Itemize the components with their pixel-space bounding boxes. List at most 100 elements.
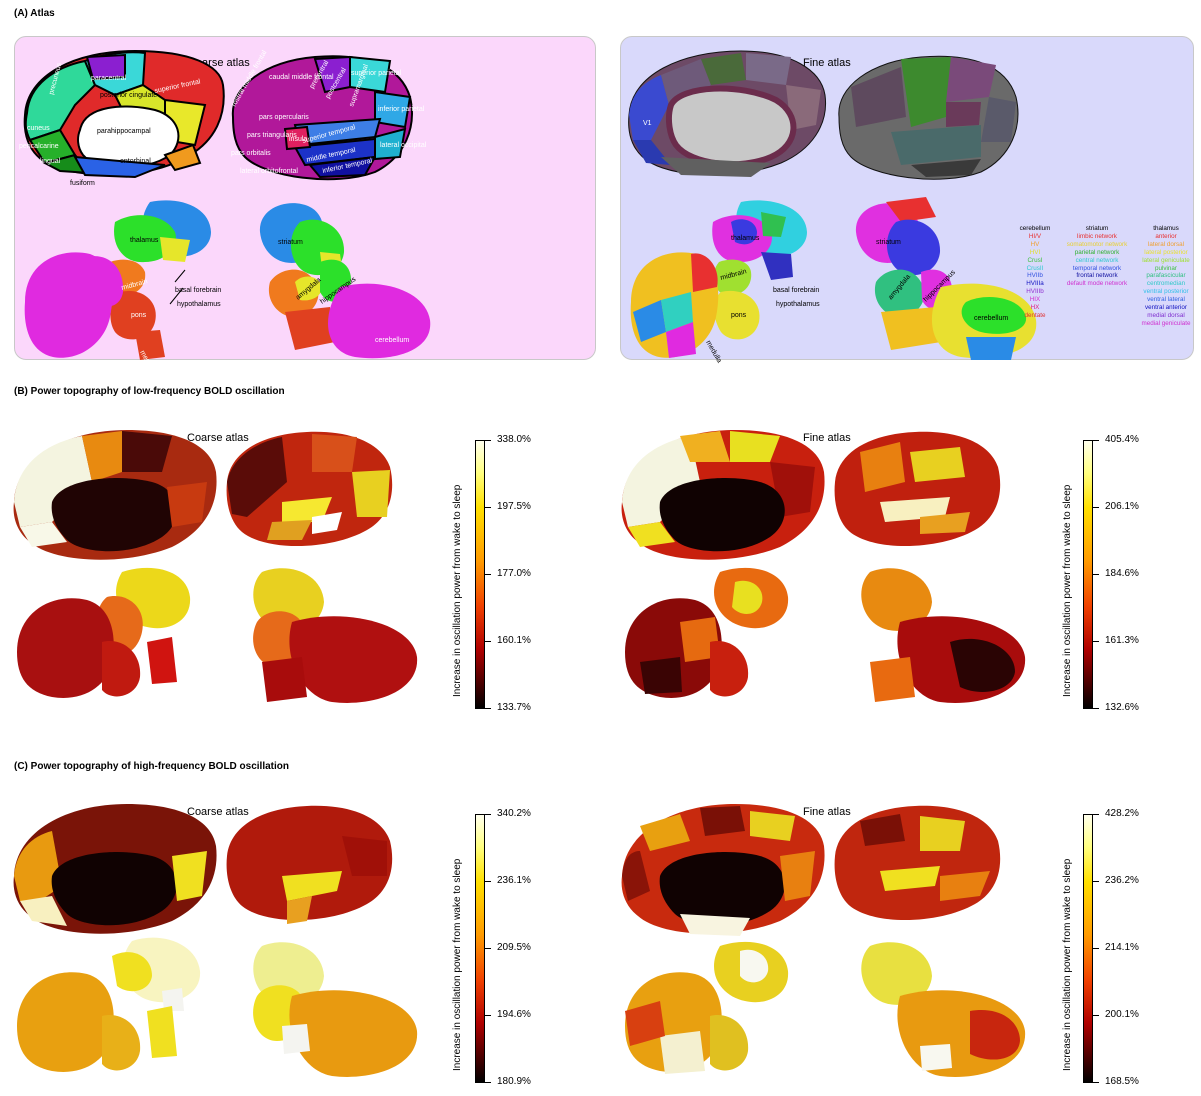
label-inferior-parietal: inferior parietal [378, 106, 425, 113]
colorbar-tick [485, 440, 491, 441]
c-coarse-title: Coarse atlas [187, 806, 249, 818]
colorbar-b-fine-gradient [1083, 440, 1093, 709]
legend-cerebellum-item: HX [1030, 304, 1040, 312]
legend-cerebellum-item: HI/V [1028, 232, 1042, 240]
legend-thalamus-item: pulvinar [1154, 264, 1178, 272]
section-a-title: (A) Atlas [14, 8, 55, 19]
colorbar-tick-label: 214.1% [1105, 942, 1139, 953]
legend-thalamus-item: ventral lateral [1147, 296, 1185, 304]
section-c-title: (C) Power topography of high-frequency B… [14, 761, 290, 772]
colorbar-tick-label: 340.2% [497, 808, 531, 819]
legend-cerebellum-item: HVIIIa [1026, 280, 1044, 288]
colorbar-tick [1093, 948, 1099, 949]
label-pars-triangularis: pars triangularis [247, 132, 297, 139]
legend-striatum-item: temporal network [1072, 264, 1122, 272]
colorbar-tick [485, 574, 491, 575]
colorbar-tick-label: 161.3% [1105, 635, 1139, 646]
legend-cerebellum-item: HV [1030, 240, 1040, 248]
fine-medial-cortex: V1 [628, 50, 827, 177]
fine-label-thalamus: thalamus [731, 235, 760, 242]
label-insula: insula [289, 136, 307, 143]
legend-thalamus-item: lateral dorsal [1147, 240, 1185, 248]
legend-striatum-items: limbic network somatomotor network parieta… [1061, 233, 1133, 288]
section-b-title: (B) Power topography of low-frequency BO… [14, 386, 285, 397]
legend-thalamus-item: anterior [1155, 232, 1177, 240]
fine-label-pons: pons [731, 312, 747, 319]
colorbar-tick [485, 1082, 491, 1083]
colorbar-tick-label: 338.0% [497, 434, 531, 445]
fine-label-basal-forebrain: basal forebrain [773, 287, 819, 294]
legend-striatum-item: frontal network [1076, 272, 1118, 280]
b-coarse-title: Coarse atlas [187, 432, 249, 444]
colorbar-tick [485, 881, 491, 882]
legend-thalamus-item: medial geniculate [1141, 319, 1191, 327]
legend-cerebellum-item: CrusII [1026, 264, 1044, 272]
legend-cerebellum-item: HIX [1029, 296, 1041, 304]
colorbar-tick [1093, 574, 1099, 575]
colorbar-b-coarse-gradient [475, 440, 485, 709]
colorbar-b-coarse-label: Increase in oscillation power from wake … [452, 484, 463, 697]
legend-thalamus-item: centromedian [1146, 280, 1186, 288]
label-paracentral: paracentral [91, 75, 126, 82]
fine-atlas-title: Fine atlas [803, 57, 851, 69]
legend-thalamus-item: lateral posterior [1144, 248, 1188, 256]
legend-cerebellum-header: cerebellum [1019, 225, 1051, 232]
colorbar-tick [485, 641, 491, 642]
label-pons: pons [131, 312, 147, 319]
colorbar-c-fine-label: Increase in oscillation power from wake … [1062, 858, 1073, 1071]
colorbar-tick [1093, 1082, 1099, 1083]
colorbar-tick-label: 206.1% [1105, 501, 1139, 512]
fine-atlas-panel: Fine atlas V1 thalamus [620, 36, 1195, 365]
colorbar-tick-label: 428.2% [1105, 808, 1139, 819]
colorbar-tick [1093, 881, 1099, 882]
label-entorhinal: entorhinal [120, 158, 151, 165]
legend-striatum-header: striatum [1085, 225, 1109, 232]
colorbar-tick [1093, 1015, 1099, 1016]
colorbar-tick [485, 948, 491, 949]
label-posterior-cingulate: posterior cingulate [100, 92, 157, 99]
colorbar-tick [1093, 440, 1099, 441]
colorbar-c-fine-gradient [1083, 814, 1093, 1083]
colorbar-tick-label: 132.6% [1105, 702, 1139, 713]
legend-thalamus-item: medial dorsal [1147, 311, 1185, 319]
colorbar-tick [485, 814, 491, 815]
legend-thalamus: thalamus anterior lateral dorsal lateral p… [1137, 225, 1195, 328]
fine-label-hypothalamus: hypothalamus [776, 301, 820, 308]
coarse-subcortex-left: thalamus midbrain pons medulla basal for… [24, 200, 221, 374]
b-coarse-brains [13, 430, 418, 703]
label-pars-orbitalis: pars orbitalis [231, 150, 271, 157]
legend-thalamus-item: ventral posterior [1143, 288, 1189, 296]
colorbar-tick-label: 197.5% [497, 501, 531, 512]
c-coarse-brains [13, 804, 418, 1077]
colorbar-tick-label: 405.4% [1105, 434, 1139, 445]
c-fine-title: Fine atlas [803, 806, 851, 818]
legend-thalamus-items: anterior lateral dorsal lateral posterior l… [1137, 233, 1195, 328]
colorbar-tick-label: 184.6% [1105, 568, 1139, 579]
colorbar-tick-label: 209.5% [497, 942, 531, 953]
label-cuneus: cuneus [27, 125, 50, 132]
label-caudal-middle-frontal: caudal middle frontal [269, 74, 334, 81]
fine-subcortex-left: thalamus midbrain pons medulla basal for… [630, 200, 820, 365]
coarse-lateral-cortex: superior parietal caudal middle frontal … [231, 49, 427, 181]
label-basal-forebrain: basal forebrain [175, 287, 221, 294]
coarse-medial-cortex: paracentral superior frontal precuneus p… [19, 49, 225, 187]
legend-cerebellum-item: CrusI [1027, 256, 1043, 264]
colorbar-tick-label: 180.9% [497, 1076, 531, 1087]
label-lateral-orbitofrontal: lateral orbitofrontal [240, 168, 298, 175]
fine-label-medulla: medulla [704, 340, 722, 365]
coarse-atlas-panel: Coarse atlas paracentral superior fronta… [14, 36, 596, 374]
colorbar-tick [485, 708, 491, 709]
colorbar-c-coarse-gradient [475, 814, 485, 1083]
legend-striatum-item: parietal network [1074, 248, 1120, 256]
b-fine-brains [621, 430, 1026, 703]
fine-label-cerebellum: cerebellum [974, 315, 1008, 322]
label-lateral-occipital: lateral occipital [380, 142, 427, 149]
legend-cerebellum-item: HVIIb [1027, 272, 1043, 280]
colorbar-tick [485, 507, 491, 508]
label-lingual: lingual [40, 158, 61, 165]
legend-striatum-item: central network [1075, 256, 1119, 264]
legend-cerebellum-item: HVIIIb [1026, 288, 1044, 296]
legend-cerebellum-items: HI/V HV HVI CrusI CrusII HVIIb HVIIIa HVIIIb HIX… [1013, 233, 1057, 320]
colorbar-tick-label: 236.1% [497, 875, 531, 886]
label-pericalcarine: pericalcarine [19, 143, 59, 150]
